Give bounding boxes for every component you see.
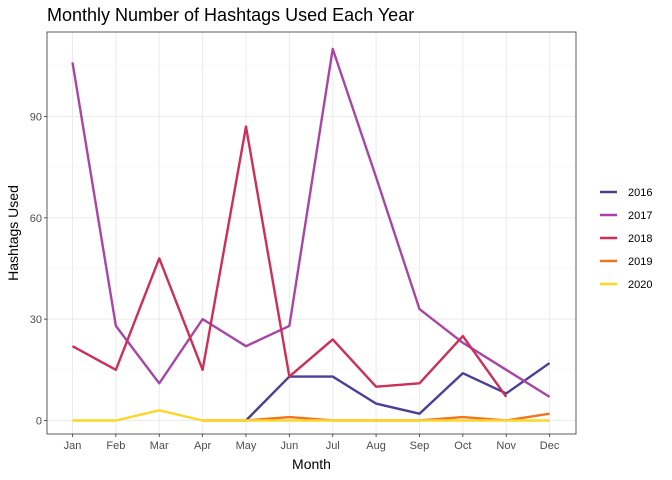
y-tick-label: 0 [36, 415, 42, 427]
y-axis: 0 30 60 90 [30, 111, 47, 427]
legend-label-2016: 2016 [628, 187, 652, 199]
x-tick-label: Oct [454, 440, 471, 452]
x-axis-title: Month [292, 456, 331, 472]
series-group [71, 47, 551, 422]
legend-label-2020: 2020 [628, 279, 652, 291]
x-tick-label: Jan [64, 440, 82, 452]
legend: 2016 2017 2018 2019 2020 [600, 187, 652, 291]
x-tick-label: Apr [194, 440, 211, 452]
plot-panel [47, 32, 576, 434]
chart-title: Monthly Number of Hashtags Used Each Yea… [47, 5, 414, 25]
x-tick-label: Mar [150, 440, 169, 452]
y-tick-label: 30 [30, 314, 42, 326]
x-tick-label: Aug [366, 440, 386, 452]
x-tick-label: Jun [280, 440, 298, 452]
legend-label-2017: 2017 [628, 210, 652, 222]
y-axis-title: Hashtags Used [5, 185, 21, 281]
x-tick-label: Nov [496, 440, 516, 452]
y-tick-label: 60 [30, 213, 42, 225]
series-line-2018 [71, 125, 508, 398]
legend-label-2018: 2018 [628, 233, 652, 245]
grid [47, 32, 576, 434]
x-tick-label: Sep [410, 440, 430, 452]
x-axis: Jan Feb Mar Apr May Jun Jul Aug Sep Oct Nov Dec [64, 434, 560, 452]
series-line-2020 [72, 409, 550, 422]
x-tick-label: Jul [326, 440, 340, 452]
legend-label-2019: 2019 [628, 256, 652, 268]
x-tick-label: May [236, 440, 257, 452]
x-tick-label: Feb [106, 440, 125, 452]
panel-border [46, 31, 577, 435]
x-tick-label: Dec [540, 440, 560, 452]
series-line-2016 [245, 362, 551, 422]
y-tick-label: 90 [30, 111, 42, 123]
